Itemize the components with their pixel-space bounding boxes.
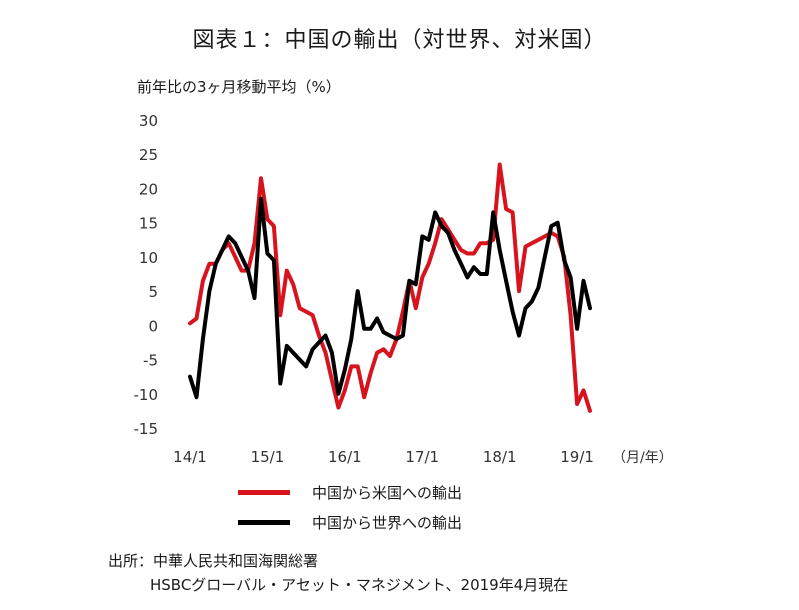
- legend-label-us: 中国から米国への輸出: [312, 484, 463, 502]
- x-tick-label: 19/1: [560, 448, 594, 466]
- legend-swatch-us: [238, 490, 290, 495]
- y-tick-label: 0: [148, 317, 158, 335]
- chart-title: 図表１：中国の輸出（対世界、対米国）: [192, 28, 607, 53]
- series-line-us: [188, 162, 592, 413]
- series-line-world: [188, 196, 592, 400]
- legend-label-world: 中国から世界への輸出: [312, 514, 463, 532]
- x-tick-label: 16/1: [328, 448, 362, 466]
- y-tick-label: 20: [139, 180, 158, 198]
- legend-swatch-world: [238, 520, 290, 525]
- source-line-2: HSBCグローバル・アセット・マネジメント、2019年4月現在: [150, 576, 569, 594]
- source-line-1: 出所：中華人民共和国海関総署: [108, 552, 319, 570]
- legend-item-us: 中国から米国への輸出: [238, 482, 462, 503]
- x-tick-label: 18/1: [483, 448, 517, 466]
- y-tick-label: -15: [134, 420, 159, 438]
- y-tick-label: -5: [143, 352, 158, 370]
- legend-item-world: 中国から世界への輸出: [238, 512, 462, 533]
- y-tick-label: -10: [134, 386, 159, 404]
- y-tick-label: 25: [139, 146, 158, 164]
- x-tick-label: 15/1: [251, 448, 285, 466]
- x-tick-label: 14/1: [173, 448, 207, 466]
- y-tick-label: 30: [139, 112, 158, 130]
- y-tick-label: 10: [139, 249, 158, 267]
- line-chart: 30 25 20 15 10 5 0 -5 -10 -15 14/1 15/1 16/1 17/1 18/1…: [134, 112, 673, 466]
- y-axis-label: 前年比の3ヶ月移動平均（%）: [137, 78, 341, 96]
- y-tick-label: 5: [148, 283, 158, 301]
- y-tick-label: 15: [139, 215, 158, 233]
- x-axis-unit-label: （月/年）: [612, 450, 673, 466]
- x-tick-label: 17/1: [405, 448, 439, 466]
